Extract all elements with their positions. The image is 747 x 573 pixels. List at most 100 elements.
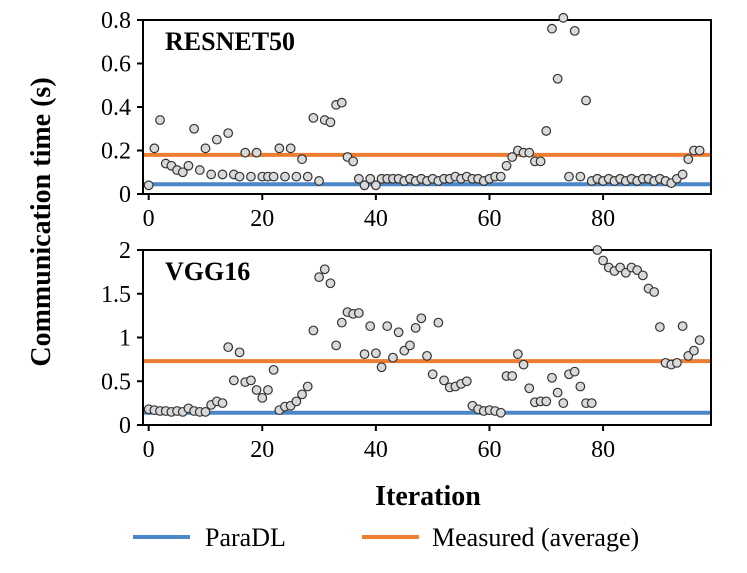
data-point	[598, 255, 608, 266]
data-point	[268, 171, 279, 182]
data-point	[268, 364, 279, 375]
data-point	[234, 347, 245, 358]
data-point	[314, 272, 324, 283]
data-point	[439, 375, 449, 386]
x-tick-label: 60	[477, 437, 501, 463]
y-tick-label: 0.4	[101, 95, 131, 121]
data-point	[257, 392, 268, 403]
x-tick-label: 0	[143, 206, 155, 232]
panel-resnet50: 0 0.2 0.4 0.6 0.8 0 20 40 60 80 RESNET50	[101, 8, 712, 232]
x-tick-label: 80	[591, 437, 615, 463]
data-point	[359, 349, 370, 360]
data-point	[564, 171, 574, 182]
data-point	[677, 321, 688, 332]
legend: ParaDL Measured (average)	[133, 523, 639, 552]
data-point	[575, 381, 586, 392]
data-point	[410, 322, 421, 333]
data-point	[547, 372, 557, 383]
y-axis-label: Communication time (s)	[26, 77, 57, 366]
x-tick-label: 0	[143, 437, 155, 463]
data-point	[581, 95, 591, 106]
data-point	[206, 169, 217, 180]
data-point	[246, 171, 256, 182]
data-point	[302, 171, 313, 182]
data-point	[365, 321, 376, 332]
data-point	[217, 398, 228, 409]
data-point	[518, 359, 529, 370]
data-point	[654, 322, 665, 332]
data-point	[694, 145, 705, 156]
x-axis-label: Iteration	[375, 481, 481, 512]
data-point	[308, 325, 319, 336]
y-tick-label: 0.5	[101, 369, 131, 395]
data-point	[501, 160, 512, 171]
data-point	[427, 369, 438, 380]
y-tick-label: 0	[119, 413, 131, 439]
data-point	[433, 317, 444, 328]
data-point	[495, 171, 506, 182]
data-point	[569, 366, 580, 377]
data-point	[376, 362, 387, 373]
x-tick-label: 80	[591, 206, 615, 232]
y-tick-label: 1.5	[101, 282, 131, 308]
data-point	[263, 385, 273, 395]
data-point	[336, 317, 347, 328]
data-point	[336, 97, 347, 108]
data-point	[541, 126, 552, 136]
data-point	[370, 348, 381, 359]
panel-title-vgg16: VGG16	[165, 257, 250, 286]
x-tick-label: 40	[364, 437, 388, 463]
data-point	[365, 173, 376, 184]
data-point	[325, 278, 336, 289]
data-point	[689, 345, 699, 356]
data-point	[558, 12, 569, 23]
data-point	[416, 313, 427, 324]
data-point	[240, 147, 251, 158]
data-point	[393, 327, 404, 338]
data-point	[285, 143, 296, 154]
data-point	[672, 357, 682, 368]
y-tick-label: 0.6	[101, 52, 131, 78]
data-point	[592, 245, 603, 255]
data-point	[649, 287, 660, 297]
data-point	[348, 156, 359, 167]
data-point	[507, 371, 518, 381]
data-point	[535, 156, 546, 167]
data-point	[524, 147, 535, 158]
data-point	[155, 115, 165, 125]
data-point	[183, 160, 194, 171]
x-tick-label: 40	[364, 206, 388, 232]
data-point	[246, 375, 256, 386]
data-point	[524, 383, 535, 394]
data-point	[683, 154, 694, 165]
data-point	[495, 407, 506, 418]
data-point	[405, 340, 415, 351]
data-point	[189, 123, 200, 134]
data-point	[291, 396, 302, 407]
legend-label-paradl: ParaDL	[205, 523, 286, 552]
data-point	[194, 165, 205, 175]
data-point	[677, 169, 688, 180]
data-point	[637, 270, 648, 281]
data-point	[541, 396, 552, 407]
data-point	[211, 134, 222, 145]
data-point	[251, 385, 262, 395]
data-point	[388, 352, 398, 363]
data-point	[302, 381, 313, 392]
x-tick-label: 60	[477, 206, 501, 232]
data-point	[353, 308, 364, 318]
x-tick-label: 20	[250, 206, 274, 232]
data-point	[353, 173, 364, 184]
data-point	[586, 398, 597, 409]
data-point	[223, 342, 234, 353]
data-point	[507, 152, 518, 162]
data-point	[297, 389, 307, 400]
data-point	[297, 154, 307, 165]
data-point	[223, 128, 234, 139]
data-point	[149, 143, 160, 154]
legend-label-measured: Measured (average)	[432, 523, 639, 552]
data-point	[325, 117, 336, 128]
data-point	[280, 171, 290, 182]
